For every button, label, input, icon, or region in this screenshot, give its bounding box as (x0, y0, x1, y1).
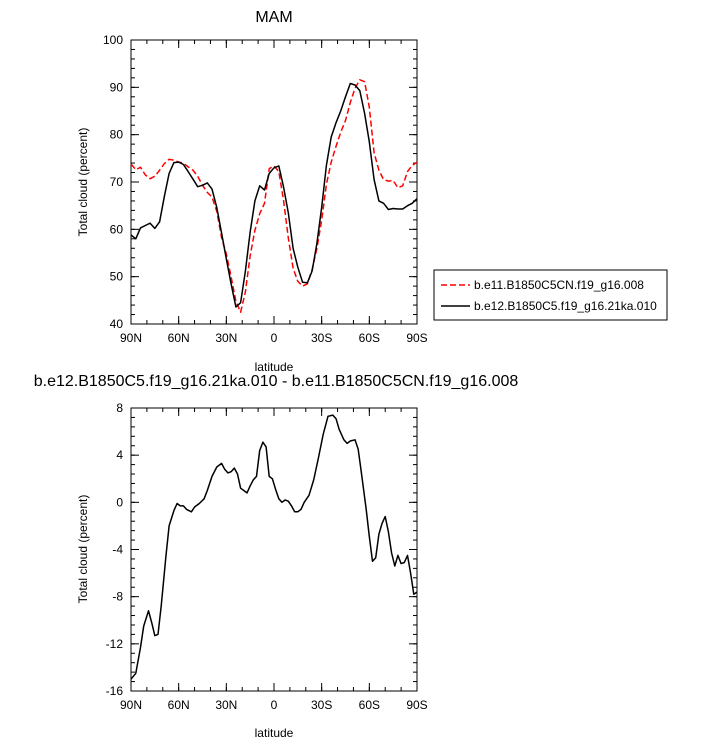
legend: b.e11.B1850C5CN.f19_g16.008 b.e12.B1850C… (433, 269, 668, 321)
top-xtick-label: 30S (311, 331, 332, 345)
top-xtick-label: 90S (406, 331, 427, 345)
top-plot-area: 90N 60N 30N 0 30S 60S 90S 40 50 60 70 80 90 100 (103, 33, 428, 345)
bottom-xtick-label: 60N (168, 698, 190, 712)
top-ytick-label: 50 (110, 270, 124, 284)
bottom-xtick-label: 90N (120, 698, 142, 712)
top-chart-ylabel: Total cloud (percent) (76, 128, 90, 237)
top-xtick-label: 0 (271, 331, 278, 345)
bottom-xtick-label: 90S (406, 698, 427, 712)
top-ytick-label: 70 (110, 175, 124, 189)
bottom-chart-xlabel: latitude (255, 726, 294, 740)
top-xtick-label: 60N (168, 331, 190, 345)
legend-label-0: b.e11.B1850C5CN.f19_g16.008 (474, 278, 644, 292)
top-xtick-label: 90N (120, 331, 142, 345)
bottom-chart-title: b.e12.B1850C5.f19_g16.21ka.010 - b.e11.B… (34, 373, 519, 390)
top-chart-xlabel: latitude (255, 360, 294, 374)
bottom-xtick-label: 30S (311, 698, 332, 712)
top-xtick-label: 30N (215, 331, 237, 345)
bottom-ytick-label: 0 (116, 495, 123, 509)
bottom-ytick-label: 8 (116, 401, 123, 415)
top-chart: MAM 90N 60N 30N 0 30S 60S 90S 40 50 60 70 80 90 100 T… (76, 9, 668, 374)
top-chart-title: MAM (255, 9, 292, 26)
bottom-frame (130, 407, 418, 692)
bottom-ytick-label: -4 (112, 543, 123, 557)
top-xtick-label: 60S (359, 331, 380, 345)
bottom-ytick-label: -12 (106, 637, 124, 651)
top-ytick-label: 80 (110, 128, 124, 142)
bottom-ytick-label: -16 (106, 684, 124, 698)
top-series-line-0 (130, 79, 418, 313)
top-ytick-label: 60 (110, 222, 124, 236)
legend-label-1: b.e12.B1850C5.f19_g16.21ka.010 (474, 299, 657, 313)
bottom-chart-ylabel: Total cloud (percent) (76, 495, 90, 604)
bottom-ytick-label: -8 (112, 590, 123, 604)
bottom-series-line-0 (130, 414, 418, 680)
bottom-xtick-label: 30N (215, 698, 237, 712)
top-ytick-label: 90 (110, 80, 124, 94)
top-ytick-label: 40 (110, 317, 124, 331)
bottom-plot-area: 90N 60N 30N 0 30S 60S 90S -16 -12 -8 -4 0 4 8 (106, 401, 428, 712)
bottom-xtick-label: 60S (359, 698, 380, 712)
top-ytick-label: 100 (103, 33, 123, 47)
bottom-chart: b.e12.B1850C5.f19_g16.21ka.010 - b.e11.B… (34, 373, 519, 740)
bottom-ytick-label: 4 (116, 448, 123, 462)
legend-box (433, 269, 668, 321)
top-series-line-1 (130, 82, 418, 308)
bottom-xtick-label: 0 (271, 698, 278, 712)
